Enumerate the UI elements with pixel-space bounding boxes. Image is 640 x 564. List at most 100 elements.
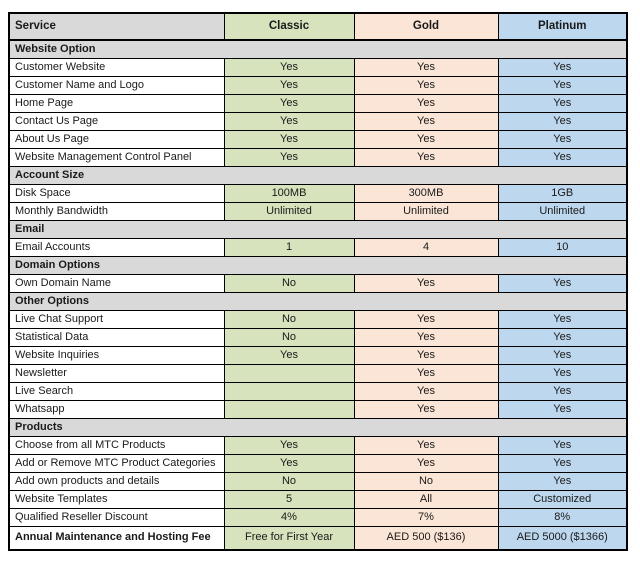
row-label: Contact Us Page [8, 111, 225, 131]
value-cell: Yes [497, 381, 628, 401]
value-cell: Yes [497, 327, 628, 347]
value-cell: 8% [497, 507, 628, 527]
value-cell: Yes [223, 345, 355, 365]
value-cell: Yes [223, 75, 355, 95]
section-title: Email [8, 219, 628, 239]
value-cell: 7% [353, 507, 499, 527]
value-cell: Yes [353, 147, 499, 167]
table-row: Add own products and details No No Yes [8, 471, 628, 491]
section-title: Products [8, 417, 628, 437]
section-row: Email [8, 219, 628, 239]
value-cell: No [223, 273, 355, 293]
row-label: Add own products and details [8, 471, 225, 491]
row-label: Annual Maintenance and Hosting Fee [8, 525, 225, 551]
row-label: Statistical Data [8, 327, 225, 347]
value-cell: Yes [353, 453, 499, 473]
value-cell [223, 363, 355, 383]
value-cell [223, 399, 355, 419]
value-cell: All [353, 489, 499, 509]
table-row: About Us Page Yes Yes Yes [8, 129, 628, 149]
table-row: Add or Remove MTC Product Categories Yes Y… [8, 453, 628, 473]
value-cell: Free for First Year [223, 525, 355, 551]
row-label: Disk Space [8, 183, 225, 203]
value-cell: Yes [497, 363, 628, 383]
row-label: Newsletter [8, 363, 225, 383]
row-label: Live Search [8, 381, 225, 401]
value-cell: 1GB [497, 183, 628, 203]
value-cell: Unlimited [223, 201, 355, 221]
table-row: Disk Space 100MB 300MB 1GB [8, 183, 628, 203]
value-cell: Yes [223, 57, 355, 77]
value-cell: 1 [223, 237, 355, 257]
value-cell: Yes [497, 453, 628, 473]
table-row: Live Search Yes Yes [8, 381, 628, 401]
value-cell: Yes [353, 345, 499, 365]
column-header-gold: Gold [353, 12, 499, 41]
value-cell: Yes [223, 93, 355, 113]
row-label: Customer Website [8, 57, 225, 77]
value-cell: No [353, 471, 499, 491]
table-row: Website Templates 5 All Customized [8, 489, 628, 509]
row-label: Website Templates [8, 489, 225, 509]
value-cell: Yes [353, 75, 499, 95]
row-label: About Us Page [8, 129, 225, 149]
section-title: Account Size [8, 165, 628, 185]
row-label: Website Inquiries [8, 345, 225, 365]
value-cell: Yes [353, 93, 499, 113]
table-row: Monthly Bandwidth Unlimited Unlimited Unlim… [8, 201, 628, 221]
value-cell: Yes [223, 453, 355, 473]
row-label: Email Accounts [8, 237, 225, 257]
section-row: Account Size [8, 165, 628, 185]
column-header-service: Service [8, 12, 225, 41]
value-cell: No [223, 471, 355, 491]
row-label: Website Management Control Panel [8, 147, 225, 167]
table-row: Live Chat Support No Yes Yes [8, 309, 628, 329]
value-cell: Yes [353, 327, 499, 347]
value-cell: Yes [497, 57, 628, 77]
value-cell: Yes [497, 399, 628, 419]
row-label: Choose from all MTC Products [8, 435, 225, 455]
value-cell: Unlimited [353, 201, 499, 221]
value-cell: Yes [353, 309, 499, 329]
row-label: Monthly Bandwidth [8, 201, 225, 221]
value-cell: Yes [353, 435, 499, 455]
value-cell: 300MB [353, 183, 499, 203]
value-cell: Yes [223, 129, 355, 149]
column-header-classic: Classic [223, 12, 355, 41]
value-cell: No [223, 327, 355, 347]
pricing-comparison-table: Service Classic Gold Platinum Website Op… [8, 12, 628, 551]
value-cell: Yes [223, 435, 355, 455]
value-cell: Yes [497, 129, 628, 149]
column-header-platinum: Platinum [497, 12, 628, 41]
table-row: Whatsapp Yes Yes [8, 399, 628, 419]
value-cell: Yes [353, 111, 499, 131]
section-row: Other Options [8, 291, 628, 311]
value-cell: Customized [497, 489, 628, 509]
table-body: Website Option Customer Website Yes Yes Yes C… [8, 39, 628, 551]
value-cell: AED 500 ($136) [353, 525, 499, 551]
table-row: Statistical Data No Yes Yes [8, 327, 628, 347]
section-row: Website Option [8, 39, 628, 59]
value-cell: Yes [353, 129, 499, 149]
table-row: Website Management Control Panel Yes Yes Ye… [8, 147, 628, 167]
table-row: Choose from all MTC Products Yes Yes Yes [8, 435, 628, 455]
value-cell: Yes [497, 75, 628, 95]
section-title: Website Option [8, 39, 628, 59]
value-cell: Yes [497, 471, 628, 491]
value-cell: No [223, 309, 355, 329]
value-cell: Yes [497, 345, 628, 365]
section-row: Domain Options [8, 255, 628, 275]
value-cell: Yes [353, 363, 499, 383]
table-row: Qualified Reseller Discount 4% 7% 8% [8, 507, 628, 527]
value-cell: 5 [223, 489, 355, 509]
pricing-table-container: Service Classic Gold Platinum Website Op… [8, 12, 628, 551]
row-label: Qualified Reseller Discount [8, 507, 225, 527]
value-cell [223, 381, 355, 401]
value-cell: Yes [353, 57, 499, 77]
row-label: Add or Remove MTC Product Categories [8, 453, 225, 473]
section-row: Products [8, 417, 628, 437]
value-cell: AED 5000 ($1366) [497, 525, 628, 551]
value-cell: Unlimited [497, 201, 628, 221]
value-cell: 4 [353, 237, 499, 257]
row-label: Live Chat Support [8, 309, 225, 329]
